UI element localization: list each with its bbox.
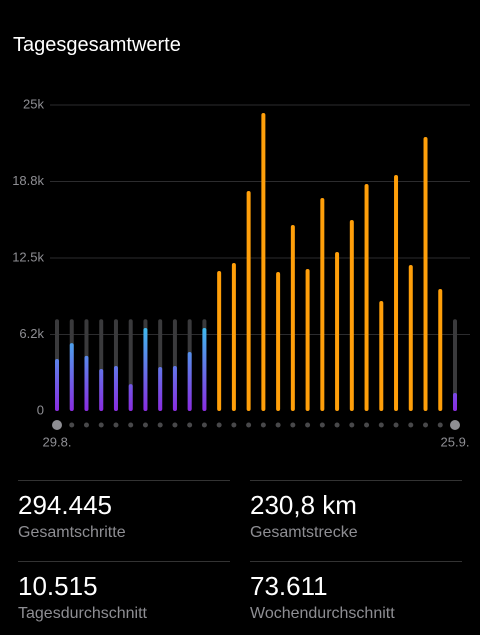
bar xyxy=(261,112,266,412)
stat-value: 10.515 xyxy=(18,571,98,601)
bar xyxy=(364,183,369,411)
day-dot xyxy=(437,422,443,428)
stat: 294.445 Gesamtschritte xyxy=(18,480,230,542)
bar xyxy=(202,328,207,411)
divider xyxy=(250,480,462,481)
day-dot xyxy=(142,422,148,428)
day-dot xyxy=(260,422,266,428)
bar xyxy=(113,365,118,411)
chart: 0 6.2k 12.5k 18.8k 25k 29.8. 25.9. xyxy=(12,96,470,449)
day-dot xyxy=(98,422,104,428)
bar xyxy=(217,270,222,411)
day-dot xyxy=(423,422,429,428)
day-dot xyxy=(246,422,252,428)
day-dot xyxy=(52,420,62,430)
day-dot xyxy=(69,422,75,428)
bar xyxy=(423,136,428,411)
stat: 73.611 Wochendurchschnitt xyxy=(250,561,462,623)
stat: 10.515 Tagesdurchschnitt xyxy=(18,561,230,623)
bar xyxy=(172,365,177,411)
day-dot xyxy=(349,422,355,428)
y-tick-label: 25k xyxy=(23,96,44,111)
x-tick-label: 25.9. xyxy=(441,434,470,449)
bar xyxy=(408,264,413,411)
bar xyxy=(394,175,399,411)
day-dot xyxy=(83,422,89,428)
bar xyxy=(143,328,148,411)
y-tick-label: 12.5k xyxy=(12,249,44,264)
bar xyxy=(187,352,192,411)
stat-value: 230,8 km xyxy=(250,490,357,520)
bar xyxy=(349,220,354,411)
bar xyxy=(55,358,59,411)
bar xyxy=(246,191,251,411)
day-dot xyxy=(408,422,414,428)
divider xyxy=(18,480,230,481)
stat-label: Wochendurchschnitt xyxy=(250,605,395,622)
stat: 230,8 km Gesamtstrecke xyxy=(250,480,462,542)
bar xyxy=(320,198,325,411)
day-dot xyxy=(201,422,207,428)
day-dot xyxy=(364,422,370,428)
stat-label: Gesamtstrecke xyxy=(250,524,358,541)
bar xyxy=(69,343,74,411)
x-tick-label: 29.8. xyxy=(43,434,72,449)
bar xyxy=(438,288,443,411)
day-dot xyxy=(378,422,384,428)
divider xyxy=(18,561,230,562)
divider xyxy=(250,561,462,562)
day-dot xyxy=(216,422,222,428)
bar xyxy=(84,355,89,411)
day-dot xyxy=(450,420,460,430)
bar xyxy=(379,300,384,411)
day-dot xyxy=(305,422,311,428)
section-title: Tagesgesamtwerte xyxy=(13,34,181,56)
bar xyxy=(128,384,133,411)
y-tick-label: 18.8k xyxy=(12,173,44,188)
day-dot xyxy=(334,422,340,428)
stat-value: 294.445 xyxy=(18,490,112,520)
day-dot xyxy=(231,422,237,428)
bar xyxy=(453,393,457,411)
day-dot xyxy=(113,422,119,428)
bar xyxy=(305,269,310,411)
day-dot xyxy=(393,422,399,428)
bar xyxy=(290,224,295,411)
stat-label: Gesamtschritte xyxy=(18,524,126,541)
day-dot xyxy=(275,422,281,428)
y-tick-label: 0 xyxy=(37,402,44,417)
bar xyxy=(276,271,281,411)
y-tick-label: 6.2k xyxy=(19,326,44,341)
bar xyxy=(231,263,236,411)
day-dot xyxy=(187,422,193,428)
goal-bar xyxy=(453,319,457,411)
day-dot xyxy=(172,422,178,428)
bar xyxy=(335,252,340,411)
bar xyxy=(158,367,163,411)
day-dot xyxy=(157,422,163,428)
stat-value: 73.611 xyxy=(250,571,328,601)
day-dot xyxy=(290,422,296,428)
day-dot xyxy=(128,422,134,428)
stat-label: Tagesdurchschnitt xyxy=(18,605,147,622)
bar xyxy=(99,369,104,411)
day-dot xyxy=(319,422,325,428)
